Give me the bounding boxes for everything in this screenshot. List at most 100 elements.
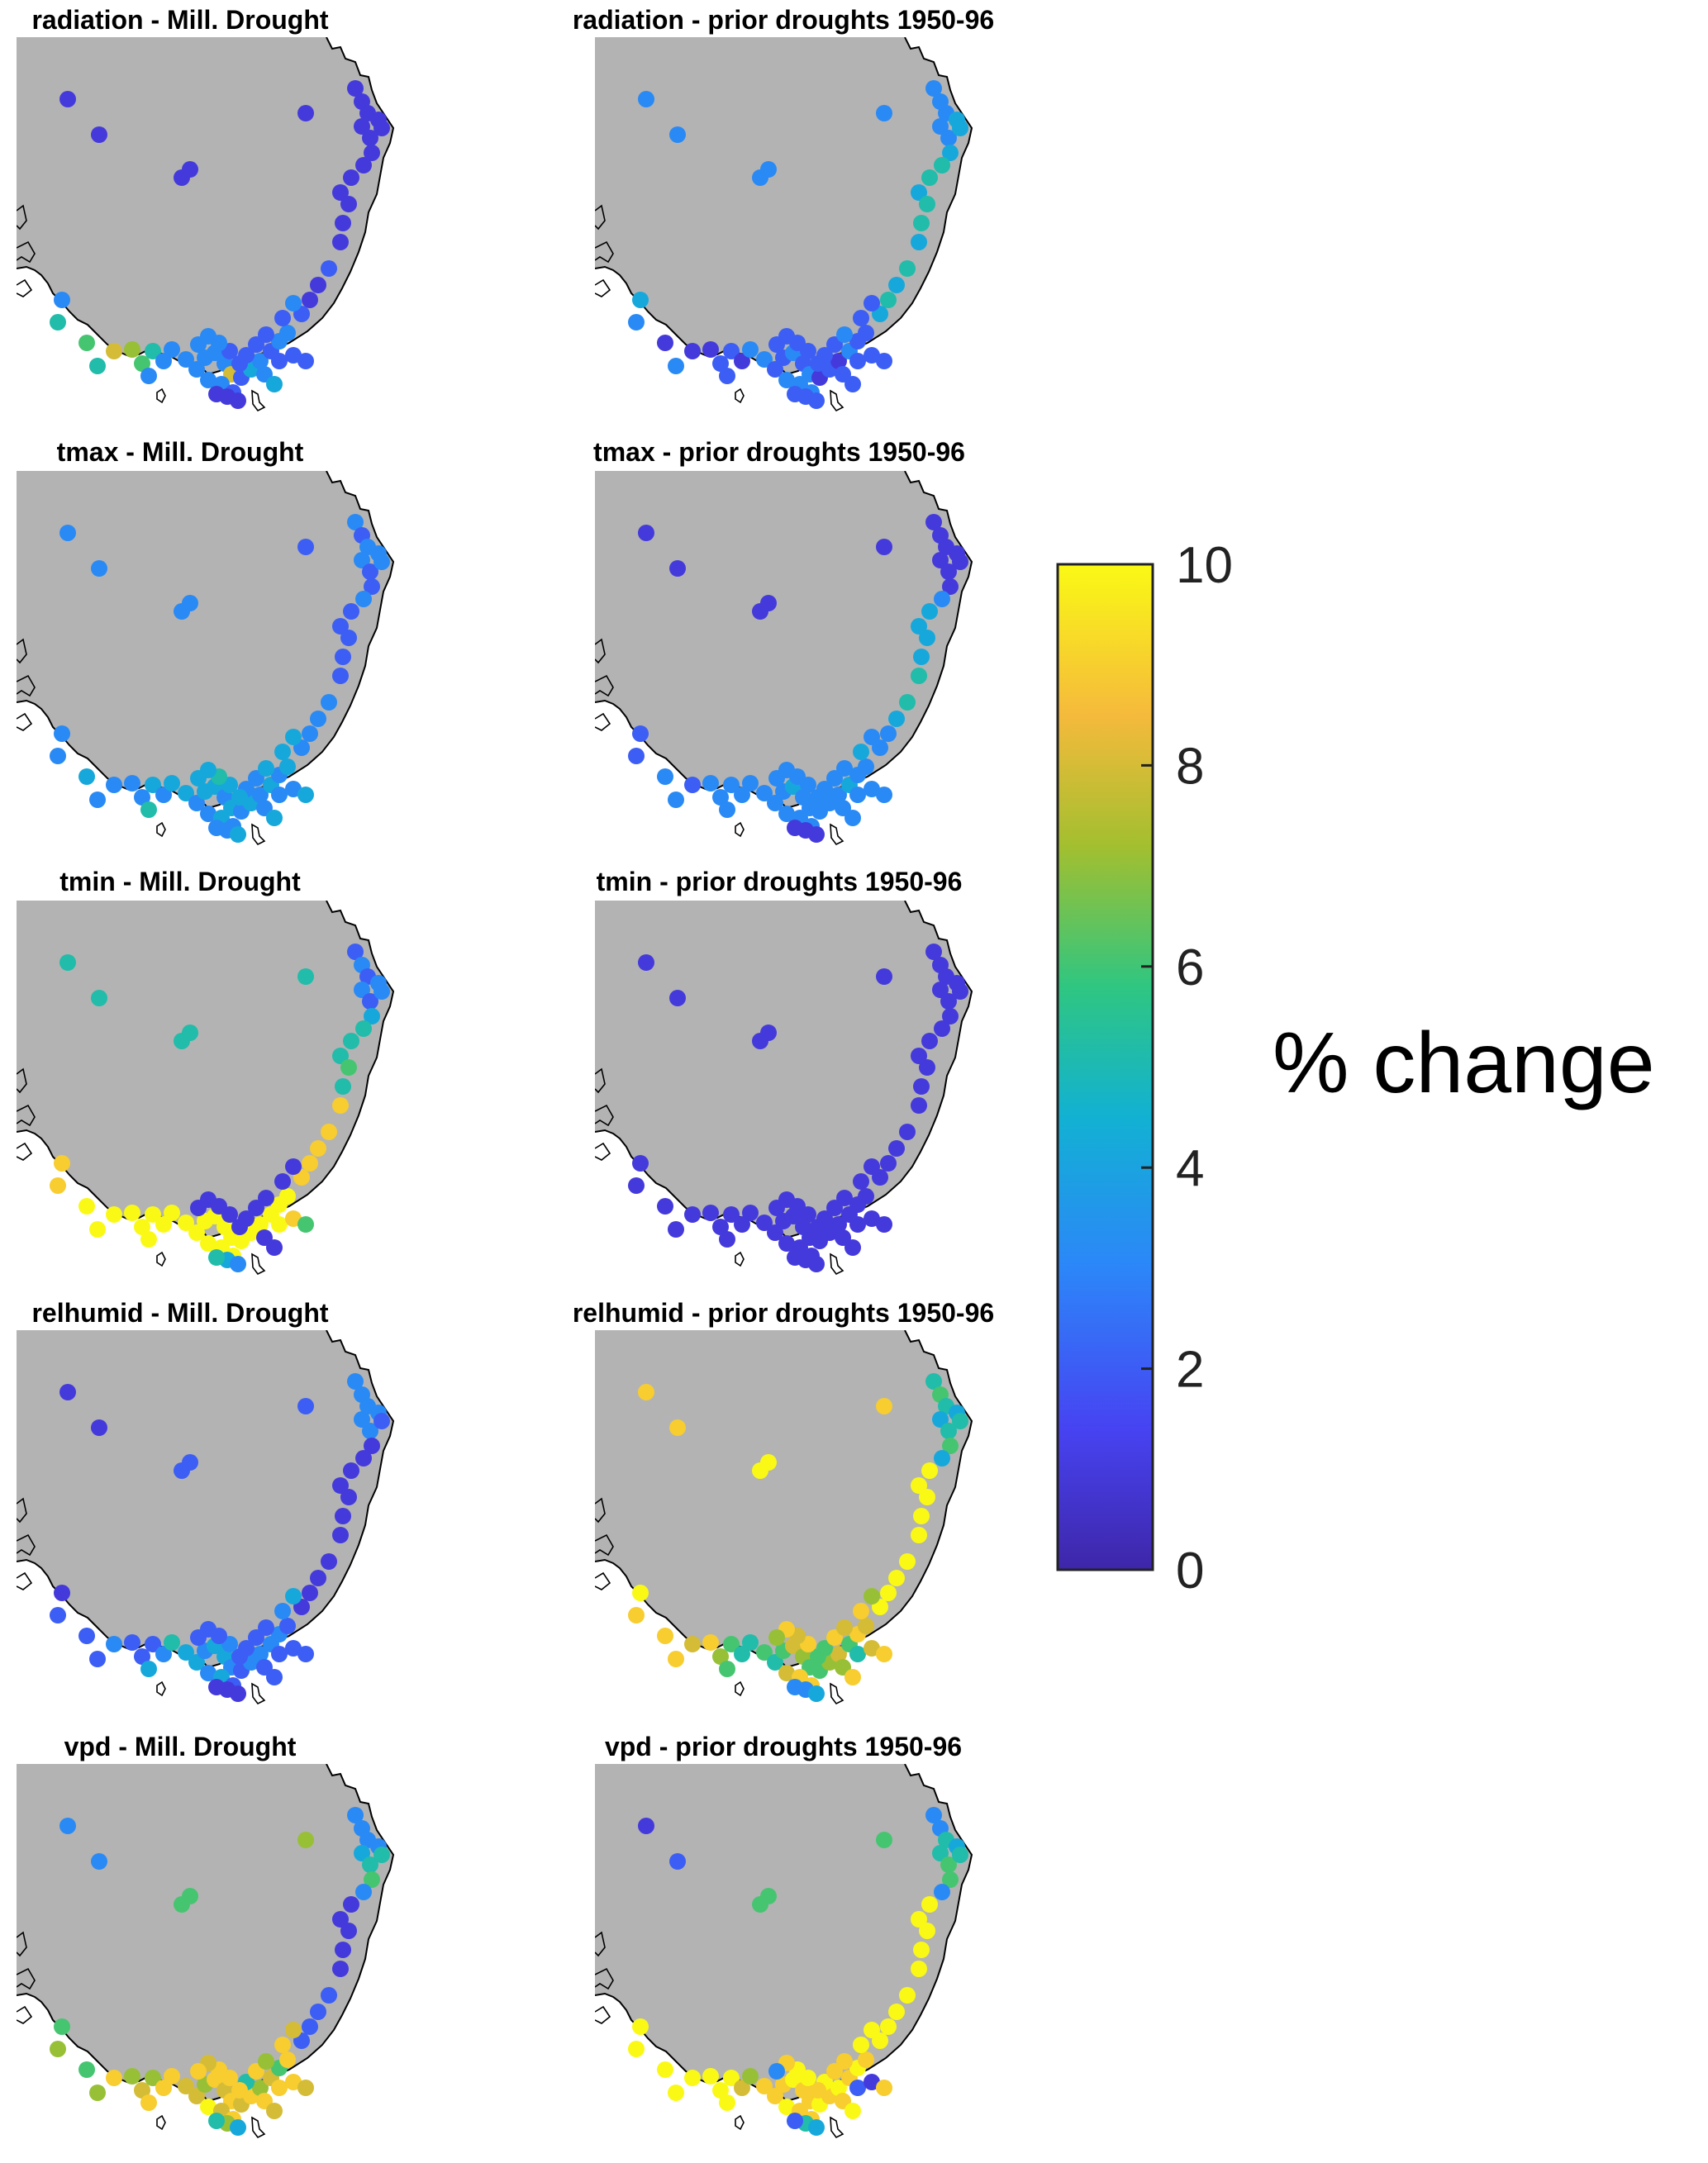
station-marker xyxy=(340,630,357,646)
station-marker xyxy=(723,343,740,359)
island xyxy=(830,823,844,846)
coastline-gulf xyxy=(17,1104,36,1127)
station-marker xyxy=(742,1205,759,1221)
station-marker xyxy=(880,1585,897,1601)
station-marker xyxy=(164,341,180,358)
station-marker xyxy=(302,1585,318,1601)
station-marker xyxy=(343,603,359,620)
coastline-gulf xyxy=(17,1931,27,1957)
station-marker xyxy=(876,539,892,555)
coastline-gulf xyxy=(595,1067,606,1094)
station-marker xyxy=(54,292,70,308)
station-marker xyxy=(190,770,207,787)
station-marker xyxy=(942,1008,959,1024)
station-marker xyxy=(54,1155,70,1172)
station-marker xyxy=(362,993,378,1010)
station-marker xyxy=(684,1636,701,1652)
station-marker xyxy=(742,2068,759,2085)
station-marker xyxy=(836,326,853,343)
island xyxy=(156,1680,166,1697)
station-marker xyxy=(919,1923,935,1939)
coastline-gulf xyxy=(595,278,611,297)
station-marker xyxy=(864,2074,880,2090)
station-marker xyxy=(230,826,246,843)
station-marker xyxy=(932,552,949,568)
station-marker xyxy=(274,1173,291,1190)
coastline-gulf xyxy=(17,1571,33,1590)
station-marker xyxy=(134,1219,150,1235)
coastline-gulf xyxy=(17,638,27,664)
station-marker xyxy=(767,2088,783,2104)
station-marker xyxy=(628,1177,645,1194)
station-marker xyxy=(343,169,359,186)
station-marker xyxy=(844,376,861,392)
panel-title: relhumid - Mill. Drought xyxy=(31,1298,328,1328)
station-marker xyxy=(919,1059,935,1076)
station-marker xyxy=(756,1644,773,1661)
island xyxy=(251,1682,266,1705)
station-marker xyxy=(332,1048,349,1064)
island xyxy=(156,821,166,838)
station-marker xyxy=(638,1818,654,1834)
colorbar-label: % change xyxy=(1273,1015,1655,1111)
station-marker xyxy=(684,343,701,359)
station-marker xyxy=(913,1508,930,1524)
station-marker xyxy=(932,1845,949,1861)
station-marker xyxy=(657,1628,673,1644)
station-marker xyxy=(124,1205,140,1221)
station-marker xyxy=(106,1636,122,1652)
station-marker xyxy=(208,820,225,836)
station-marker xyxy=(638,525,654,541)
station-marker xyxy=(719,2094,735,2111)
station-marker xyxy=(188,1654,205,1671)
island xyxy=(251,823,266,846)
station-marker xyxy=(178,351,194,368)
coastline-gulf xyxy=(17,240,36,264)
coastline-gulf xyxy=(17,674,36,697)
station-marker xyxy=(200,2099,216,2115)
station-marker xyxy=(723,1636,740,1652)
station-marker xyxy=(808,2119,825,2136)
station-marker xyxy=(79,1198,95,1215)
station-marker xyxy=(810,355,826,372)
station-marker xyxy=(888,1140,905,1157)
station-marker xyxy=(354,982,370,998)
station-marker xyxy=(310,1570,326,1586)
station-marker xyxy=(373,1847,390,1863)
station-marker xyxy=(668,2085,684,2101)
station-marker xyxy=(913,1078,930,1095)
station-marker xyxy=(164,1205,180,1221)
station-marker xyxy=(302,725,318,742)
station-marker xyxy=(876,105,892,121)
station-marker xyxy=(362,1856,378,1873)
station-marker xyxy=(231,1648,248,1665)
station-marker xyxy=(778,1665,795,1681)
island xyxy=(830,1253,844,1276)
station-marker xyxy=(760,1454,777,1471)
station-marker xyxy=(271,787,288,803)
coastline-gulf xyxy=(17,1533,36,1557)
station-marker xyxy=(252,2080,269,2096)
station-marker xyxy=(347,514,364,530)
station-marker xyxy=(279,325,296,341)
station-marker xyxy=(231,1219,248,1235)
station-marker xyxy=(285,1158,302,1175)
land-mass xyxy=(595,901,972,1238)
station-marker xyxy=(266,2103,283,2119)
island xyxy=(735,1251,745,1267)
station-marker xyxy=(657,335,673,351)
station-marker xyxy=(864,1588,880,1604)
map-panel-relhumid-mill: relhumid - Mill. Drought xyxy=(17,1298,395,1705)
station-marker xyxy=(321,694,337,711)
station-marker xyxy=(768,336,785,353)
station-marker xyxy=(355,591,372,607)
station-marker xyxy=(178,1215,194,1231)
station-marker xyxy=(332,668,349,684)
station-marker xyxy=(373,1413,390,1429)
station-marker xyxy=(853,744,869,760)
station-marker xyxy=(830,1216,847,1233)
station-marker xyxy=(140,801,157,818)
station-marker xyxy=(876,1216,892,1233)
station-marker xyxy=(723,1206,740,1223)
station-marker xyxy=(59,1384,76,1400)
